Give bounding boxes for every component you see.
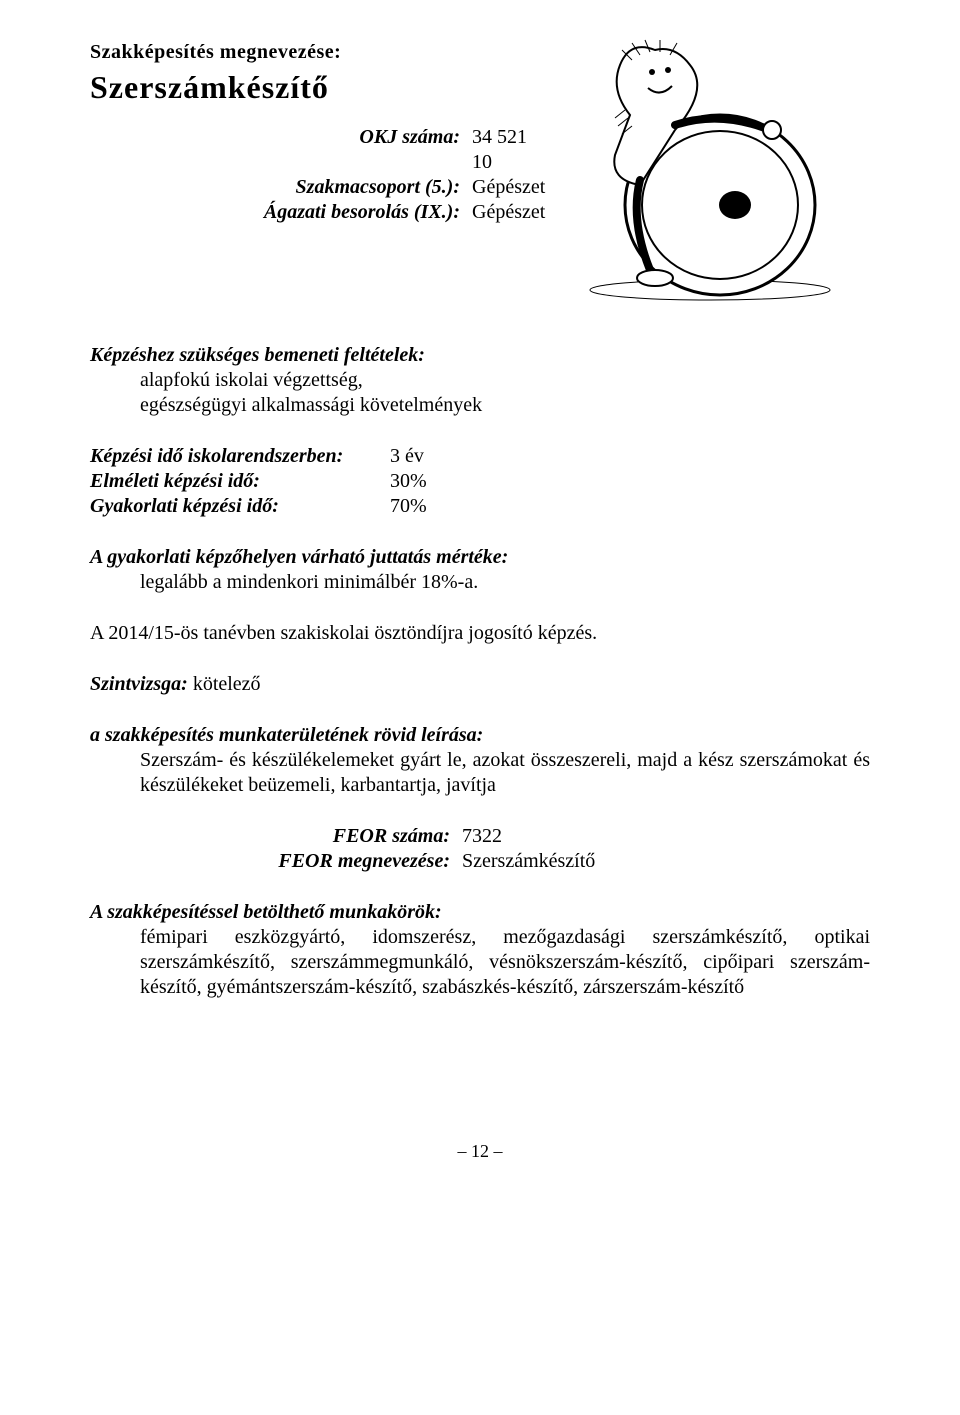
feor-num-row: FEOR száma: 7322 xyxy=(210,824,870,849)
description-body: Szerszám- és készülékelemeket gyárt le, … xyxy=(140,748,870,798)
qualification-label: Szakképesítés megnevezése: xyxy=(90,40,545,65)
sector-label: Ágazati besorolás (IX.): xyxy=(240,200,460,225)
caveman-wheel-icon xyxy=(560,10,860,310)
exam-label: Szintvizsga: xyxy=(90,673,188,695)
allowance-block: A gyakorlati képzőhelyen várható juttatá… xyxy=(90,545,870,595)
scholarship-line: A 2014/15-ös tanévben szakiskolai ösztön… xyxy=(90,621,870,646)
school-time-label: Képzési idő iskolarendszerben: xyxy=(90,444,390,469)
theory-time-label: Elméleti képzési idő: xyxy=(90,469,390,494)
feor-name-label: FEOR megnevezése: xyxy=(210,849,450,874)
caveman-wheel-illustration xyxy=(545,10,875,317)
school-time-value: 3 év xyxy=(390,444,424,469)
entry-line1: alapfokú iskolai végzettség, xyxy=(140,368,870,393)
description-block: a szakképesítés munkaterületének rövid l… xyxy=(90,723,870,798)
exam-value: kötelező xyxy=(193,673,261,695)
allowance-body: legalább a mindenkori minimálbér 18%-a. xyxy=(140,570,870,595)
sector-row: Ágazati besorolás (IX.): Gépészet xyxy=(240,200,545,225)
jobs-block: A szakképesítéssel betölthető munkakörök… xyxy=(90,900,870,1000)
header-text-block: Szakképesítés megnevezése: Szerszámkészí… xyxy=(90,40,545,225)
page: Szakképesítés megnevezése: Szerszámkészí… xyxy=(0,0,960,1415)
entry-heading: Képzéshez szükséges bemeneti feltételek: xyxy=(90,343,870,368)
okj-value: 34 521 10 xyxy=(472,125,545,175)
school-time-row: Képzési idő iskolarendszerben: 3 év xyxy=(90,444,870,469)
header-row: Szakképesítés megnevezése: Szerszámkészí… xyxy=(90,40,870,317)
theory-time-row: Elméleti képzési idő: 30% xyxy=(90,469,870,494)
feor-name-row: FEOR megnevezése: Szerszámkészítő xyxy=(210,849,870,874)
feor-num-label: FEOR száma: xyxy=(210,824,450,849)
training-times: Képzési idő iskolarendszerben: 3 év Elmé… xyxy=(90,444,870,519)
qualification-title: Szerszámkészítő xyxy=(90,67,545,107)
jobs-body: fémipari eszközgyártó, idomszerész, mező… xyxy=(140,925,870,1000)
feor-num-value: 7322 xyxy=(462,824,502,849)
practice-time-value: 70% xyxy=(390,494,427,519)
meta-block: OKJ száma: 34 521 10 Szakmacsoport (5.):… xyxy=(240,125,545,225)
sector-value: Gépészet xyxy=(472,200,545,225)
feor-block: FEOR száma: 7322 FEOR megnevezése: Szers… xyxy=(210,824,870,874)
entry-requirements: Képzéshez szükséges bemeneti feltételek:… xyxy=(90,343,870,418)
group-row: Szakmacsoport (5.): Gépészet xyxy=(240,175,545,200)
practice-time-row: Gyakorlati képzési idő: 70% xyxy=(90,494,870,519)
page-number: – 12 – xyxy=(90,1140,870,1163)
okj-row: OKJ száma: 34 521 10 xyxy=(240,125,545,175)
practice-time-label: Gyakorlati képzési idő: xyxy=(90,494,390,519)
group-value: Gépészet xyxy=(472,175,545,200)
allowance-heading: A gyakorlati képzőhelyen várható juttatá… xyxy=(90,545,870,570)
theory-time-value: 30% xyxy=(390,469,427,494)
jobs-heading: A szakképesítéssel betölthető munkakörök… xyxy=(90,900,870,925)
entry-line2: egészségügyi alkalmassági követelmények xyxy=(140,393,870,418)
group-label: Szakmacsoport (5.): xyxy=(240,175,460,200)
exam-line: Szintvizsga: kötelező xyxy=(90,672,870,697)
feor-name-value: Szerszámkészítő xyxy=(462,849,595,874)
description-heading: a szakképesítés munkaterületének rövid l… xyxy=(90,723,870,748)
okj-label: OKJ száma: xyxy=(240,125,460,175)
